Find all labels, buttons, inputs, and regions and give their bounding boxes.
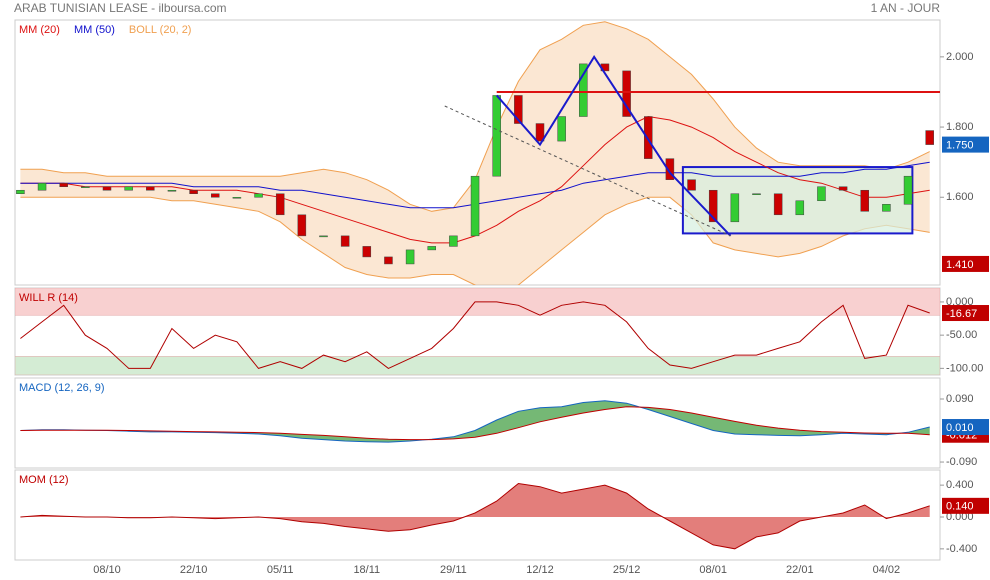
y-tick-label: 1.600 xyxy=(946,191,974,203)
momentum-area xyxy=(20,483,930,549)
candle xyxy=(838,186,848,191)
candle xyxy=(81,186,90,188)
candle xyxy=(730,193,740,223)
x-tick-label: 04/02 xyxy=(873,564,901,576)
legend-entry: MM (50) xyxy=(74,24,115,36)
y-tick-label: 0.000 xyxy=(946,296,974,308)
legend-entry: BOLL (20, 2) xyxy=(129,24,192,36)
y-tick-label: -0.090 xyxy=(946,456,977,468)
y-tick-label: -50.00 xyxy=(946,329,977,341)
indicator-line xyxy=(20,406,930,441)
last-value-label: 1.410 xyxy=(946,259,974,271)
trend-line xyxy=(444,105,731,237)
candle xyxy=(882,204,891,212)
candle xyxy=(59,182,68,187)
indicator-line xyxy=(20,482,930,550)
candle xyxy=(275,193,285,216)
candle xyxy=(319,235,328,238)
pane-title: WILL R (14) xyxy=(19,292,78,304)
x-tick-label: 18/11 xyxy=(353,564,380,576)
last-value-box xyxy=(942,255,989,272)
y-tick-label: 0.090 xyxy=(946,393,974,405)
x-tick-label: 08/10 xyxy=(93,564,121,576)
pane-plot xyxy=(16,21,940,285)
y-tick-label: 2.000 xyxy=(946,51,974,63)
y-tick-label: 0.000 xyxy=(946,511,974,523)
period-label: 1 AN - JOUR xyxy=(871,1,941,15)
candle xyxy=(254,193,263,198)
candle xyxy=(752,193,761,195)
y-tick-label: -0.400 xyxy=(946,543,977,555)
candle xyxy=(37,182,47,191)
candle xyxy=(795,200,805,216)
candle xyxy=(773,193,783,216)
candle xyxy=(427,246,436,251)
candle xyxy=(535,123,545,142)
zone xyxy=(15,356,940,375)
x-tick-label: 22/01 xyxy=(786,564,814,576)
last-value-label: 1.750 xyxy=(946,140,974,152)
candle xyxy=(340,235,350,247)
last-value-box xyxy=(942,497,989,514)
candle xyxy=(211,193,220,198)
x-tick-label: 29/11 xyxy=(440,564,467,576)
candle xyxy=(102,186,112,191)
indicator-line xyxy=(20,301,930,369)
candle xyxy=(146,186,155,191)
candle xyxy=(903,175,913,205)
bollinger-lower xyxy=(20,196,930,285)
candle xyxy=(232,197,242,199)
candle xyxy=(687,179,696,191)
pane-title: MOM (12) xyxy=(19,474,69,486)
candle xyxy=(492,95,501,177)
channel-box xyxy=(681,166,914,235)
last-value-label: 0.140 xyxy=(946,501,974,513)
candle xyxy=(189,189,198,194)
legend-entry: MM (20) xyxy=(19,24,60,36)
candle xyxy=(449,235,458,247)
zigzag-line xyxy=(495,54,732,237)
last-value-box xyxy=(942,419,989,436)
x-tick-label: 08/01 xyxy=(699,564,727,576)
x-tick-label: 05/11 xyxy=(267,564,294,576)
pane-title: MACD (12, 26, 9) xyxy=(19,382,105,394)
y-tick-label: 0.400 xyxy=(946,479,974,491)
candle xyxy=(384,256,393,265)
candle xyxy=(644,116,653,159)
indicator-line xyxy=(20,400,930,443)
candle xyxy=(622,70,631,117)
candle xyxy=(925,130,934,145)
x-tick-label: 22/10 xyxy=(180,564,208,576)
candle xyxy=(817,186,826,202)
candle xyxy=(579,63,588,117)
candle xyxy=(860,189,869,212)
pane-plot xyxy=(15,288,940,375)
pane-frame xyxy=(14,19,941,286)
y-tick-label: 1.800 xyxy=(946,121,974,133)
candle xyxy=(16,189,25,194)
last-value-box xyxy=(942,136,989,153)
candle xyxy=(708,189,718,223)
candle xyxy=(405,249,415,265)
y-tick-label: -100.00 xyxy=(946,362,983,374)
pane-frame xyxy=(14,377,941,469)
chart-title: ARAB TUNISIAN LEASE - ilboursa.com xyxy=(14,1,227,15)
pane-plot xyxy=(20,400,930,443)
last-value-label: 0.010 xyxy=(946,422,974,434)
candle xyxy=(470,175,480,237)
last-value-box xyxy=(942,305,989,322)
macd-histogram-area xyxy=(20,400,930,443)
x-tick-label: 25/12 xyxy=(613,564,641,576)
candle xyxy=(557,116,566,142)
last-value-label: -16.67 xyxy=(946,308,977,320)
pane-plot xyxy=(20,482,930,550)
candle xyxy=(362,246,372,258)
candle xyxy=(297,214,307,237)
candle xyxy=(124,186,133,191)
candle xyxy=(665,158,675,180)
candle xyxy=(514,95,523,124)
x-tick-label: 12/12 xyxy=(526,564,554,576)
candle xyxy=(167,189,177,192)
